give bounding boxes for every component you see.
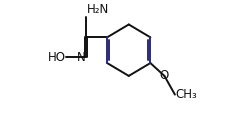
Text: CH₃: CH₃ — [176, 88, 198, 101]
Text: HO: HO — [48, 51, 66, 64]
Text: N: N — [77, 51, 85, 64]
Text: H₂N: H₂N — [87, 3, 109, 16]
Text: O: O — [160, 69, 169, 82]
